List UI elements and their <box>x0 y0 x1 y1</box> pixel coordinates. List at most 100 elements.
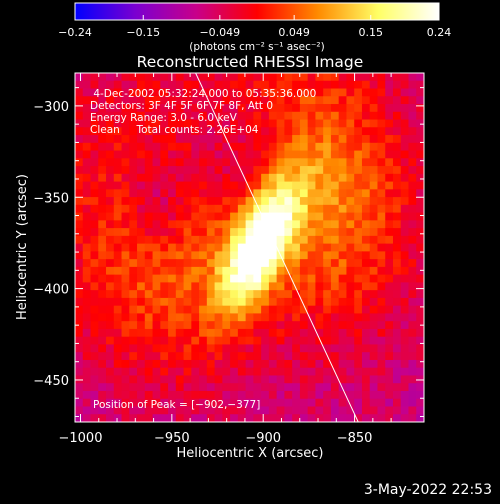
heatmap-pixel <box>253 414 262 422</box>
heatmap-pixel <box>330 127 340 136</box>
heatmap-pixel <box>90 173 99 183</box>
heatmap-pixel <box>168 297 177 307</box>
heatmap-pixel <box>330 212 340 221</box>
heatmap-pixel <box>129 367 138 377</box>
heatmap-pixel <box>323 150 332 159</box>
heatmap-pixel <box>82 80 92 90</box>
peak-position-label: Position of Peak = [−902,−377] <box>93 399 260 411</box>
heatmap-pixel <box>377 80 386 90</box>
heatmap-pixel <box>284 321 293 330</box>
heatmap-pixel <box>284 111 293 121</box>
heatmap-pixel <box>90 142 99 152</box>
heatmap-pixel <box>354 367 363 377</box>
heatmap-pixel <box>268 96 278 105</box>
heatmap-pixel <box>299 313 309 322</box>
heatmap-pixel <box>230 251 239 260</box>
heatmap-pixel <box>346 406 355 415</box>
heatmap-pixel <box>144 375 154 384</box>
heatmap-pixel <box>276 119 285 128</box>
heatmap-pixel <box>237 96 247 105</box>
heatmap-pixel <box>137 313 146 322</box>
heatmap-pixel <box>175 127 185 136</box>
heatmap-pixel <box>183 119 192 128</box>
heatmap-pixel <box>361 88 371 97</box>
heatmap-pixel <box>377 235 386 245</box>
heatmap-pixel <box>113 266 123 276</box>
heatmap-pixel <box>392 352 402 361</box>
heatmap-pixel <box>385 266 394 276</box>
heatmap-pixel <box>175 173 185 183</box>
heatmap-pixel <box>137 173 146 183</box>
heatmap-pixel <box>299 282 309 291</box>
heatmap-pixel <box>206 266 216 276</box>
heatmap-pixel <box>90 336 99 346</box>
heatmap-pixel <box>408 297 417 307</box>
heatmap-pixel <box>261 367 270 377</box>
heatmap-pixel <box>361 181 371 190</box>
heatmap-pixel <box>113 398 123 408</box>
heatmap-pixel <box>354 336 363 346</box>
heatmap-pixel <box>276 212 285 221</box>
heatmap-pixel <box>253 189 262 198</box>
heatmap-pixel <box>276 282 285 291</box>
heatmap-pixel <box>261 158 270 167</box>
heatmap-pixel <box>98 181 107 190</box>
heatmap-pixel <box>214 274 223 283</box>
heatmap-pixel <box>245 142 254 152</box>
heatmap-pixel <box>330 181 340 190</box>
heatmap-pixel <box>385 259 394 268</box>
heatmap-pixel <box>385 274 394 283</box>
heatmap-pixel <box>330 344 340 353</box>
heatmap-pixel <box>214 80 223 90</box>
heatmap-pixel <box>214 321 223 330</box>
heatmap-pixel <box>245 414 254 422</box>
heatmap-pixel <box>121 344 130 353</box>
heatmap-pixel <box>144 321 154 330</box>
heatmap-pixel <box>245 251 254 260</box>
heatmap-pixel <box>137 251 146 260</box>
heatmap-pixel <box>237 352 247 361</box>
heatmap-pixel <box>144 313 154 322</box>
heatmap-pixel <box>338 166 348 175</box>
heatmap-pixel <box>206 204 216 214</box>
heatmap-pixel <box>144 220 154 229</box>
heatmap-pixel <box>346 96 355 105</box>
heatmap-pixel <box>152 228 161 237</box>
heatmap-pixel <box>416 181 424 190</box>
heatmap-pixel <box>98 96 107 105</box>
heatmap-pixel <box>299 173 309 183</box>
heatmap-pixel <box>144 328 154 338</box>
heatmap-pixel <box>206 142 216 152</box>
heatmap-pixel <box>137 367 146 377</box>
heatmap-pixel <box>75 235 84 245</box>
heatmap-pixel <box>168 158 177 167</box>
heatmap-pixel <box>214 189 223 198</box>
heatmap-pixel <box>237 290 247 299</box>
heatmap-pixel <box>206 305 216 315</box>
heatmap-pixel <box>268 173 278 183</box>
heatmap-pixel <box>222 127 231 136</box>
heatmap-pixel <box>75 352 84 361</box>
heatmap-pixel <box>106 305 115 315</box>
heatmap-pixel <box>121 274 130 283</box>
heatmap-pixel <box>237 383 247 392</box>
heatmap-pixel <box>268 359 278 369</box>
heatmap-pixel <box>416 220 424 229</box>
heatmap-pixel <box>230 414 239 422</box>
heatmap-pixel <box>253 328 262 338</box>
heatmap-pixel <box>292 313 301 322</box>
heatmap-pixel <box>369 375 379 384</box>
heatmap-pixel <box>354 189 363 198</box>
heatmap-pixel <box>98 173 107 183</box>
heatmap-pixel <box>82 220 92 229</box>
heatmap-pixel <box>191 204 200 214</box>
heatmap-pixel <box>113 88 123 97</box>
heatmap-pixel <box>361 367 371 377</box>
heatmap-pixel <box>307 204 317 214</box>
heatmap-pixel <box>113 321 123 330</box>
heatmap-pixel <box>315 228 324 237</box>
heatmap-pixel <box>121 96 130 105</box>
heatmap-pixel <box>230 406 239 415</box>
heatmap-pixel <box>206 352 216 361</box>
